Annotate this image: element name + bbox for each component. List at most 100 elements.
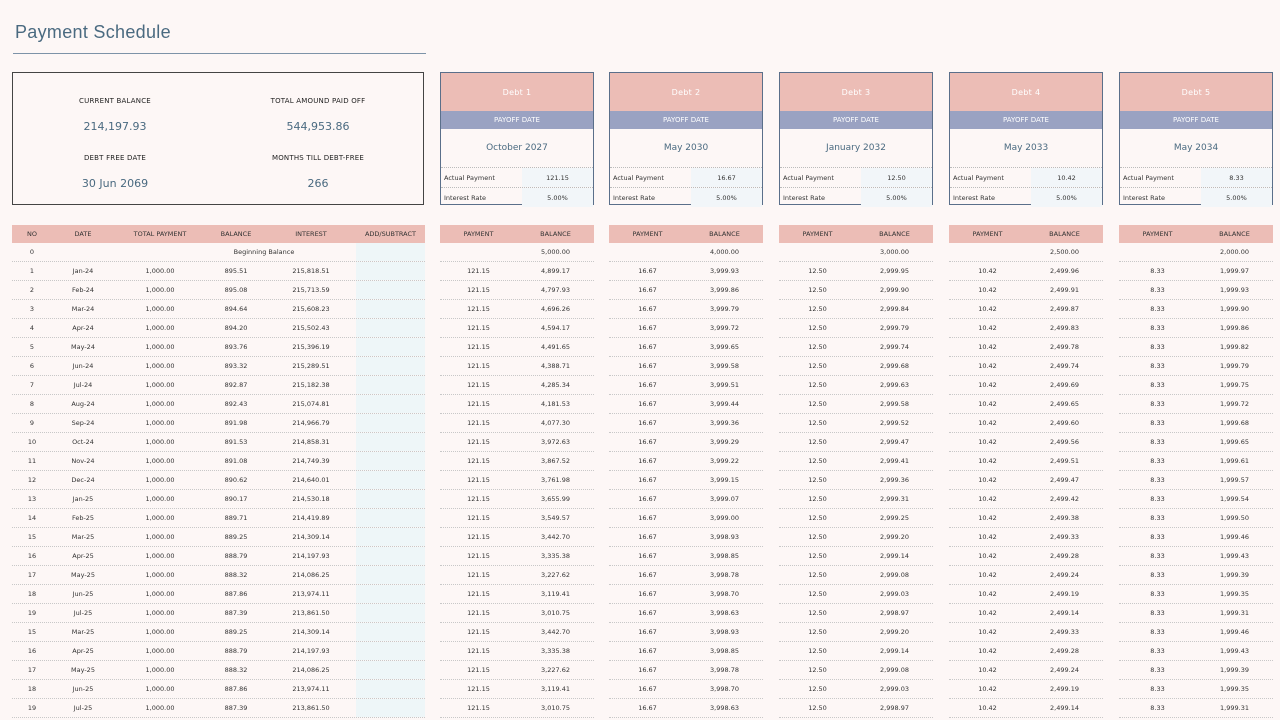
table-row: 12.50 2,999.58 [779,395,933,414]
current-balance-block: CURRENT BALANCE 214,197.93 [15,97,215,133]
cell-balance: 1,999.39 [1220,571,1249,579]
cell-balance: 2,499.69 [1050,381,1079,389]
cell-payment: 10.42 [978,628,997,636]
cell-balance: 891.08 [224,457,248,465]
cell-date: Apr-25 [72,552,94,560]
cell-balance: 1,999.57 [1220,476,1249,484]
cell-balance: 2,499.65 [1050,400,1079,408]
cell-add-subtract[interactable] [356,585,425,603]
cell-balance: 3,999.44 [710,400,739,408]
table-row: 121.15 4,696.26 [440,300,594,319]
cell-add-subtract[interactable] [356,414,425,432]
cell-interest: 215,396.19 [292,343,330,351]
cell-add-subtract[interactable] [356,433,425,451]
cell-balance: 2,499.42 [1050,495,1079,503]
interest-rate-value[interactable]: 5.00% [861,188,932,207]
cell-add-subtract[interactable] [356,338,425,356]
cell-no: 18 [27,685,37,693]
cell-total-payment: 1,000.00 [145,419,175,427]
cell-add-subtract[interactable] [356,680,425,698]
cell-payment: 12.50 [808,305,827,313]
table-row: 10.42 2,499.28 [949,642,1103,661]
table-row: 10.42 2,499.78 [949,338,1103,357]
cell-add-subtract[interactable] [356,357,425,375]
cell-payment: 16.67 [638,305,657,313]
table-row: 121.15 4,594.17 [440,319,594,338]
cell-add-subtract[interactable] [356,661,425,679]
cell-add-subtract[interactable] [356,699,425,717]
table-row: 12.50 2,999.63 [779,376,933,395]
title-underline [13,53,426,54]
cell-add-subtract[interactable] [356,262,425,280]
cell-balance: 2,999.79 [880,324,909,332]
table-row: 8.33 1,999.43 [1119,642,1273,661]
cell-payment: 16.67 [638,666,657,674]
cell-add-subtract[interactable] [356,471,425,489]
cell-balance: 4,181.53 [541,400,570,408]
cell-add-subtract[interactable] [356,623,425,641]
debt-name: Debt 2 [610,73,762,111]
table-row: 15 Mar-25 1,000.00 889.25 214,309.14 [12,623,425,642]
actual-payment-value[interactable]: 16.67 [691,168,762,187]
cell-add-subtract[interactable] [356,528,425,546]
cell-date: Mar-25 [71,628,95,636]
actual-payment-value[interactable]: 10.42 [1031,168,1102,187]
cell-payment: 16.67 [638,685,657,693]
cell-payment: 16.67 [638,400,657,408]
cell-payment: 10.42 [978,286,997,294]
cell-payment: 121.15 [467,514,490,522]
cell-no: 12 [27,476,37,484]
debt-free-block: DEBT FREE DATE 30 Jun 2069 [15,154,215,190]
cell-balance: 4,899.17 [541,267,570,275]
cell-balance: 2,499.96 [1050,267,1079,275]
cell-add-subtract[interactable] [356,604,425,622]
interest-rate-label: Interest Rate [783,193,826,202]
table-row: 16.67 3,998.78 [609,566,763,585]
cell-balance: 1,999.43 [1220,647,1249,655]
cell-add-subtract[interactable] [356,376,425,394]
cell-payment: 121.15 [467,457,490,465]
cell-date: Jan-25 [72,495,94,503]
cell-add-subtract[interactable] [356,395,425,413]
table-row: 14 Feb-25 1,000.00 889.71 214,419.89 [12,509,425,528]
cell-payment: 8.33 [1150,286,1165,294]
actual-payment-value[interactable]: 8.33 [1201,168,1272,187]
actual-payment-value[interactable]: 121.15 [522,168,593,187]
header-payment: PAYMENT [463,230,494,238]
cell-add-subtract[interactable] [356,509,425,527]
cell-add-subtract[interactable] [356,452,425,470]
table-row: 121.15 3,335.38 [440,642,594,661]
table-row: 16.67 3,999.07 [609,490,763,509]
interest-rate-value[interactable]: 5.00% [1201,188,1272,207]
cell-balance: 3,442.70 [541,533,570,541]
cell-add-subtract[interactable] [356,566,425,584]
cell-balance: 889.71 [224,514,248,522]
cell-date: Jul-25 [73,609,93,617]
cell-interest: 214,530.18 [292,495,330,503]
cell-balance: 3,999.86 [710,286,739,294]
interest-rate-value[interactable]: 5.00% [691,188,762,207]
cell-payment: 121.15 [467,704,490,712]
cell-add-subtract[interactable] [356,319,425,337]
interest-rate-value[interactable]: 5.00% [522,188,593,207]
cell-total-payment: 1,000.00 [145,495,175,503]
cell-add-subtract[interactable] [356,642,425,660]
cell-payment: 16.67 [638,647,657,655]
cell-balance: 3,999.00 [710,514,739,522]
cell-add-subtract[interactable] [356,300,425,318]
cell-balance: 2,999.03 [880,590,909,598]
cell-balance: 1,999.86 [1220,324,1249,332]
cell-balance: 3,999.07 [710,495,739,503]
actual-payment-value[interactable]: 12.50 [861,168,932,187]
cell-add-subtract[interactable] [356,490,425,508]
cell-balance: 893.32 [224,362,248,370]
interest-rate-value[interactable]: 5.00% [1031,188,1102,207]
debt-card: Debt 5 PAYOFF DATE May 2034 Actual Payment 8… [1119,72,1273,207]
table-row: 4,000.00 [609,243,763,262]
table-row: 16.67 3,998.78 [609,661,763,680]
cell-add-subtract[interactable] [356,243,425,261]
cell-add-subtract[interactable] [356,547,425,565]
cell-add-subtract[interactable] [356,281,425,299]
cell-payment: 121.15 [467,324,490,332]
header-no: NO [27,230,37,238]
